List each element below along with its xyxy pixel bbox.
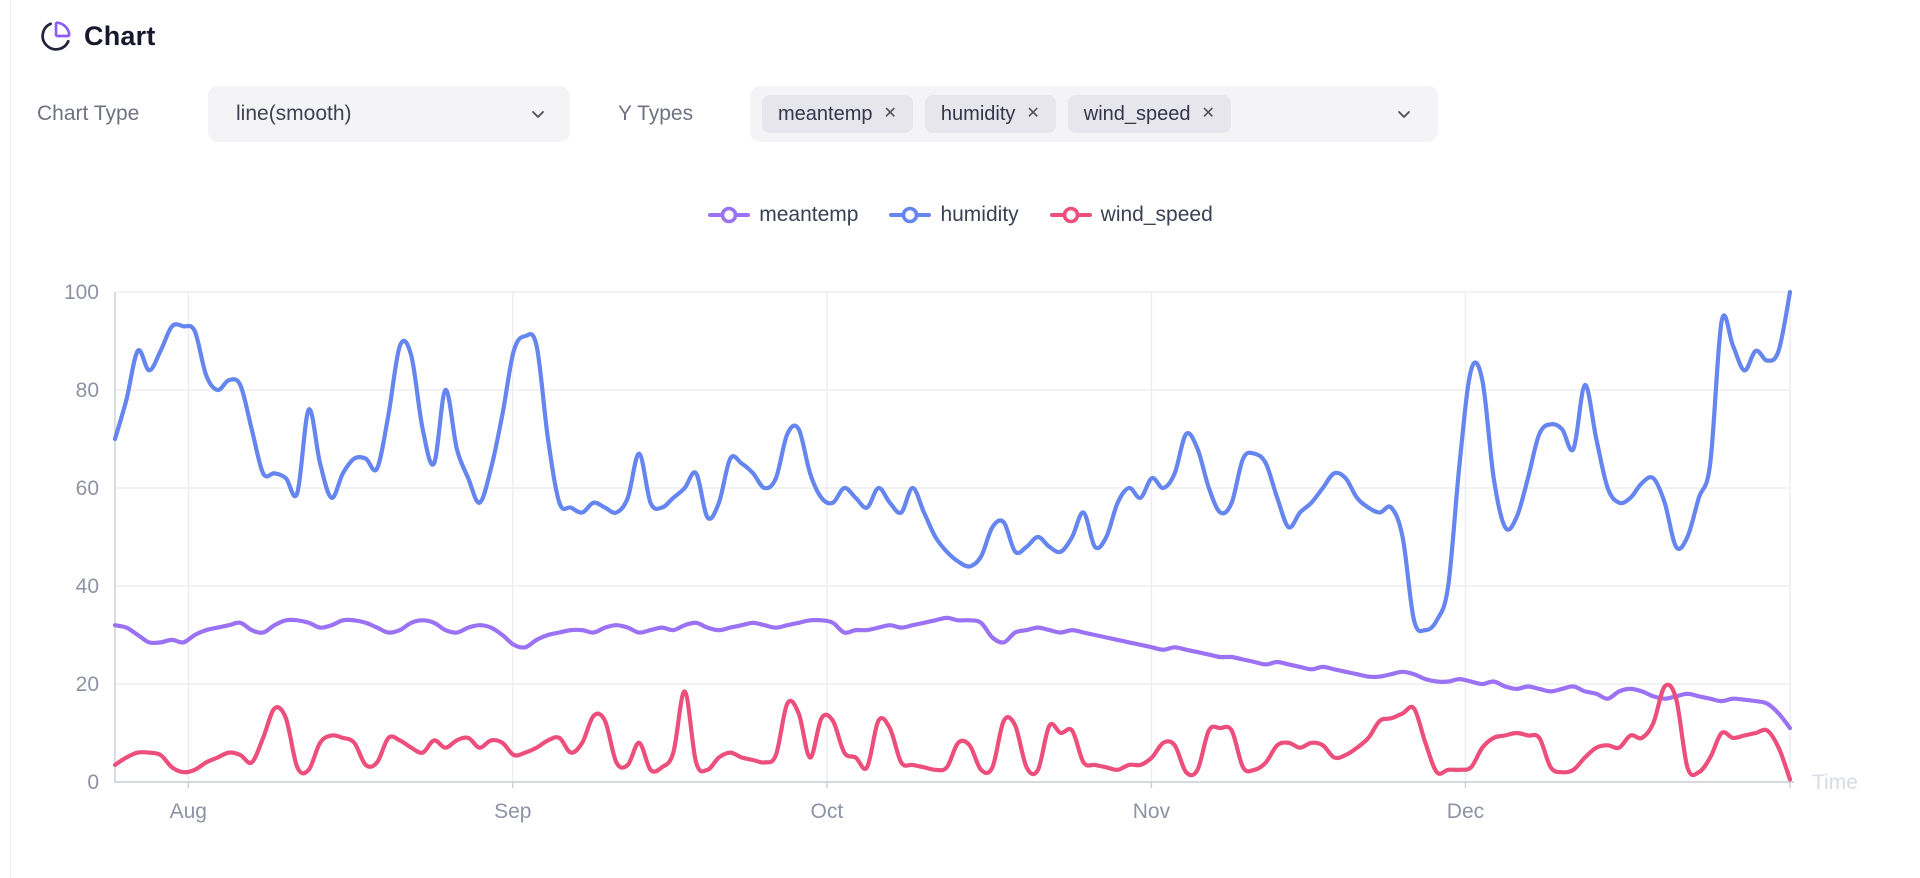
chevron-down-icon [1394,104,1414,124]
tag-label: wind_speed [1083,102,1191,125]
x-axis-tick-label: Dec [1447,800,1484,823]
legend-label: meantemp [759,203,859,226]
x-axis-tick-label: Oct [811,800,844,823]
series-line-meantemp [112,615,1793,731]
legend-label: wind_speed [1100,203,1213,226]
y-axis-tick-label: 40 [76,575,99,598]
series-line-wind_speed [112,682,1793,782]
pie-chart-icon [40,20,72,52]
legend-line-marker-icon [1049,204,1093,226]
series-line-humidity [112,289,1793,634]
legend-line-marker-icon [888,204,932,226]
chart-type-label: Chart Type [37,102,140,125]
y-axis-tick-label: 20 [76,673,99,696]
remove-tag-icon[interactable]: ✕ [883,105,897,122]
y-type-tag-humidity: humidity ✕ [924,95,1056,133]
y-types-multiselect[interactable]: meantemp ✕ humidity ✕ wind_speed ✕ [750,86,1438,142]
legend-item-meantemp[interactable]: meantemp [707,203,858,227]
remove-tag-icon[interactable]: ✕ [1201,105,1215,122]
x-axis-tick-label: Nov [1133,800,1171,823]
chevron-down-icon [528,104,548,124]
y-type-tag-wind-speed: wind_speed ✕ [1067,95,1231,133]
page-header: Chart [40,20,156,52]
y-types-label: Y Types [618,102,694,125]
y-type-tag-meantemp: meantemp ✕ [762,95,913,133]
x-axis-tick-label: Sep [494,800,531,823]
legend-line-marker-icon [707,204,751,226]
x-axis-name: Time [1812,771,1858,794]
x-axis-tick-label: Aug [170,800,207,823]
tag-label: meantemp [778,102,873,125]
y-axis-tick-label: 0 [87,771,99,794]
y-axis-tick-label: 80 [76,379,99,402]
tag-label: humidity [940,102,1016,125]
y-axis-tick-label: 60 [76,477,99,500]
chart-type-select[interactable]: line(smooth) [208,86,570,142]
chart-type-value: line(smooth) [236,102,352,125]
legend-item-humidity[interactable]: humidity [888,203,1019,227]
y-axis-tick-label: 100 [64,281,99,304]
legend-label: humidity [940,203,1019,226]
page-edge-divider [10,0,11,878]
page-title: Chart [84,20,156,51]
chart-legend: meantemp humidity wind_speed [0,203,1920,227]
legend-item-wind-speed[interactable]: wind_speed [1049,203,1213,227]
remove-tag-icon[interactable]: ✕ [1026,105,1040,122]
